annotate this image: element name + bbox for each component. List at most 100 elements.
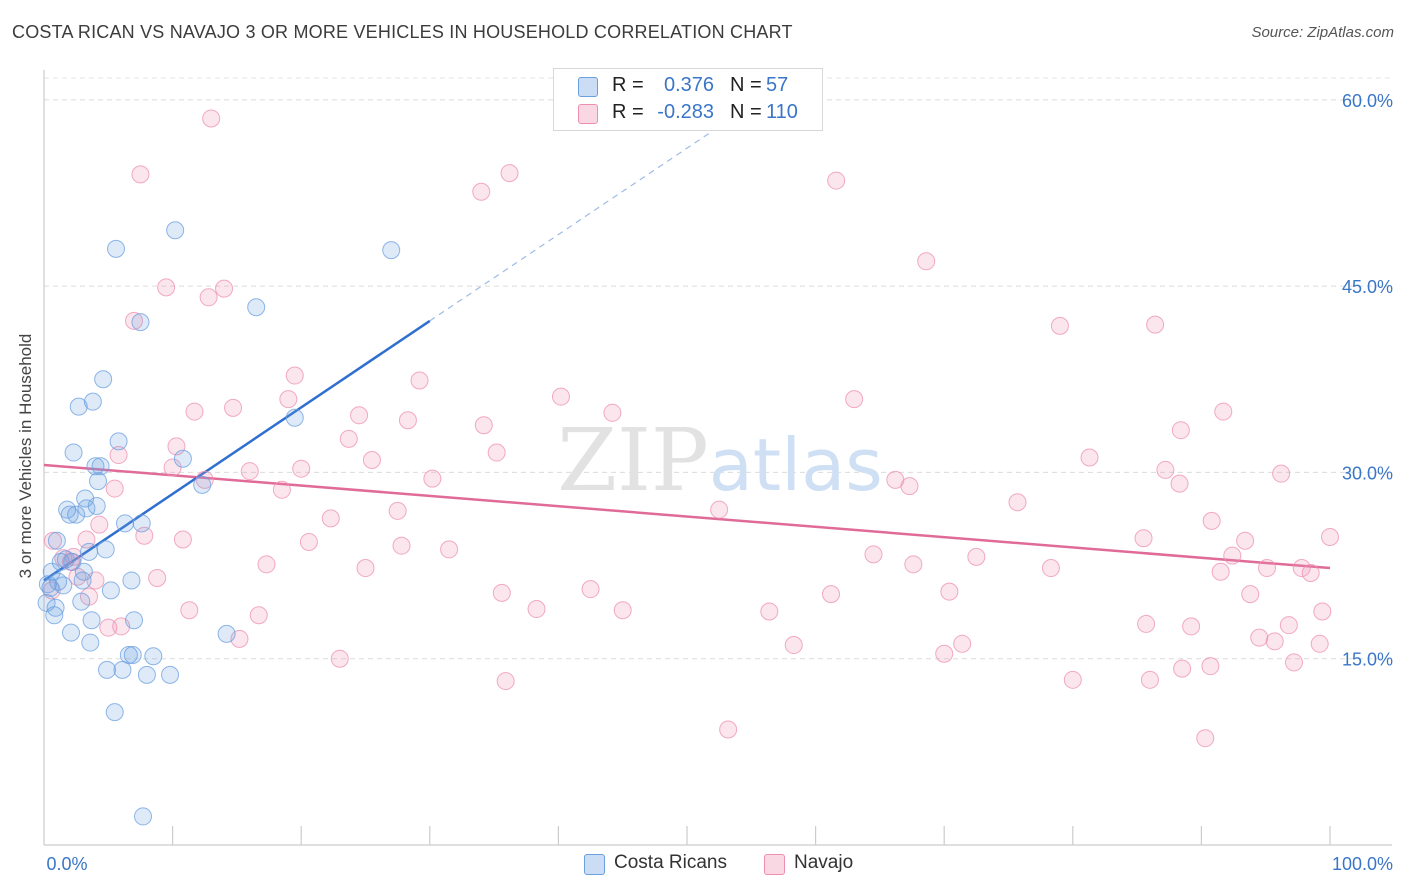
point-navajo (125, 311, 144, 330)
point-navajo (1171, 421, 1190, 440)
point-navajo (1196, 729, 1215, 748)
point-navajo (1272, 464, 1291, 483)
point-navajo (292, 459, 311, 478)
point-costa-ricans (122, 571, 141, 590)
point-navajo (1041, 559, 1060, 578)
point-navajo (1279, 616, 1298, 635)
point-navajo (1008, 493, 1027, 512)
point-costa-ricans (60, 505, 79, 524)
point-navajo (710, 500, 729, 519)
point-costa-ricans (86, 457, 105, 476)
point-navajo (1156, 460, 1175, 479)
point-navajo (472, 182, 491, 201)
point-navajo (1214, 402, 1233, 421)
point-costa-ricans (101, 581, 120, 600)
point-navajo (719, 720, 738, 739)
point-navajo (492, 583, 511, 602)
r-value: -0.283 (657, 101, 714, 123)
point-navajo (940, 582, 959, 601)
point-costa-ricans (69, 397, 88, 416)
point-navajo (90, 515, 109, 534)
point-navajo (1134, 529, 1153, 548)
point-navajo (1321, 528, 1339, 546)
point-navajo (551, 387, 570, 406)
point-navajo (356, 559, 375, 578)
r-label: R = (612, 74, 644, 96)
point-navajo (1201, 657, 1220, 676)
point-costa-ricans (80, 542, 99, 561)
point-costa-ricans (77, 499, 96, 518)
point-navajo (105, 479, 124, 498)
point-navajo (1301, 564, 1320, 583)
chart-title: COSTA RICAN VS NAVAJO 3 OR MORE VEHICLES… (12, 22, 793, 42)
point-costa-ricans (64, 443, 83, 462)
point-navajo (1310, 634, 1329, 653)
point-navajo (1173, 659, 1192, 678)
point-costa-ricans (83, 392, 102, 411)
point-costa-ricans (87, 496, 106, 515)
point-navajo (900, 477, 919, 496)
point-navajo (272, 480, 291, 499)
point-navajo (1080, 448, 1099, 467)
point-costa-ricans (144, 647, 163, 666)
point-costa-ricans (166, 221, 185, 240)
swatch-navajo (764, 854, 785, 875)
source-note: Source: ZipAtlas.com (1251, 24, 1394, 41)
point-navajo (321, 509, 340, 528)
point-navajo (1140, 670, 1159, 689)
point-navajo (1137, 614, 1156, 633)
point-navajo (410, 371, 429, 390)
data-points (37, 109, 1339, 826)
point-navajo (1050, 316, 1069, 335)
point-navajo (339, 429, 358, 448)
point-navajo (249, 606, 268, 625)
point-navajo (1063, 670, 1082, 689)
n-label: N = (730, 74, 762, 96)
point-costa-ricans (58, 500, 77, 519)
point-navajo (157, 278, 176, 297)
point-navajo (527, 600, 546, 619)
point-navajo (784, 636, 803, 655)
n-value: 110 (766, 101, 798, 123)
point-costa-ricans (94, 370, 113, 389)
point-costa-ricans (72, 592, 91, 611)
point-costa-ricans (91, 457, 110, 476)
point-navajo (1265, 632, 1284, 651)
n-value: 57 (766, 74, 789, 96)
point-navajo (904, 555, 923, 574)
point-costa-ricans (193, 475, 212, 494)
legend-label: Costa Ricans (614, 852, 727, 873)
point-navajo (257, 555, 276, 574)
point-navajo (953, 634, 972, 653)
tick-labels: 15.0% 30.0% 45.0% 60.0% 0.0% 100.0% (46, 91, 1393, 874)
point-costa-ricans (107, 239, 126, 258)
point-navajo (1292, 559, 1311, 578)
point-navajo (285, 366, 304, 385)
point-navajo (581, 580, 600, 599)
y-axis-label: 3 or more Vehicles in Household (16, 333, 35, 579)
point-costa-ricans (98, 660, 117, 679)
n-label: N = (730, 101, 762, 123)
swatch-costa-ricans (584, 854, 605, 875)
point-navajo (1313, 602, 1332, 621)
point-costa-ricans (134, 807, 153, 826)
point-costa-ricans (81, 633, 100, 652)
point-costa-ricans (42, 562, 61, 581)
point-navajo (1236, 531, 1255, 550)
point-navajo (1241, 585, 1260, 604)
series-legend: Costa Ricans Navajo (0, 852, 1406, 878)
point-costa-ricans (105, 703, 124, 722)
point-navajo (1182, 617, 1201, 636)
point-navajo (1257, 559, 1276, 578)
point-navajo (180, 601, 199, 620)
point-navajo (279, 390, 298, 409)
x-tick-label: 100.0% (1332, 854, 1393, 874)
point-costa-ricans (96, 540, 115, 559)
legend-label: Navajo (794, 852, 854, 873)
point-navajo (603, 403, 622, 422)
point-costa-ricans (109, 432, 128, 451)
x-tick-label: 0.0% (46, 854, 87, 874)
y-tick-label: 60.0% (1342, 91, 1393, 111)
point-costa-ricans (45, 606, 64, 625)
point-costa-ricans (82, 611, 101, 630)
